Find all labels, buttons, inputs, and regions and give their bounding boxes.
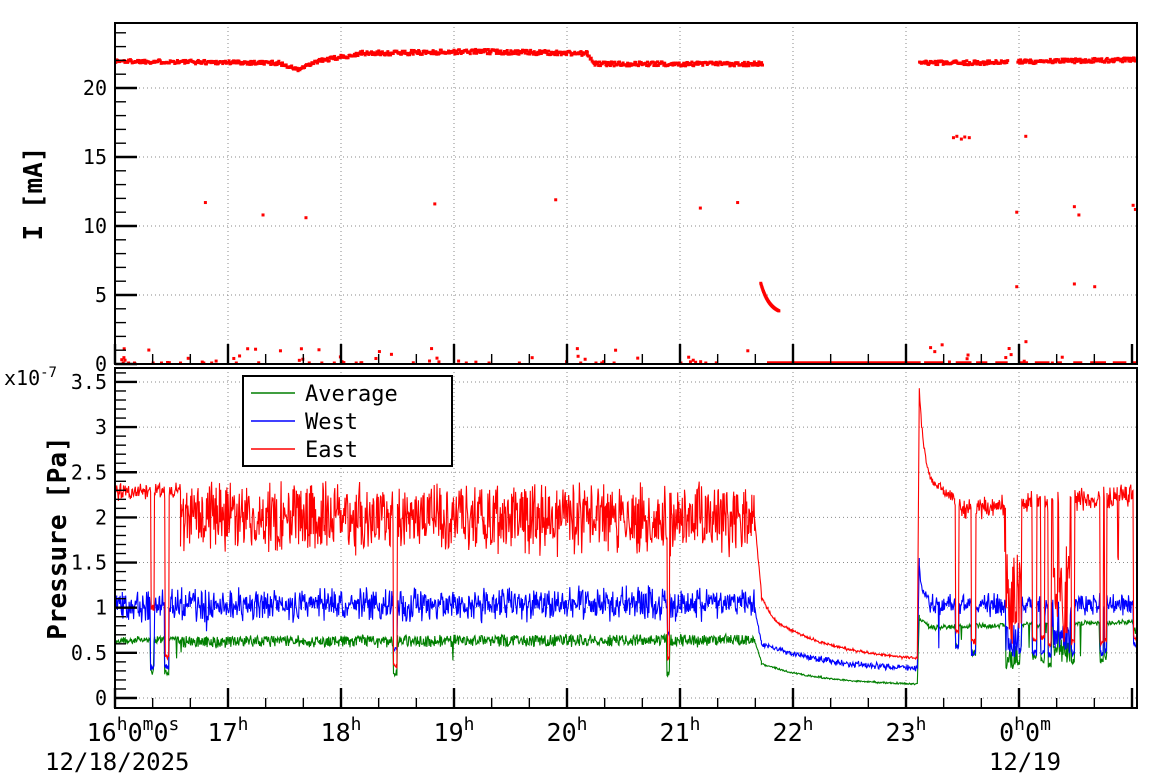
current-series-points <box>116 47 1136 363</box>
svg-text:20h: 20h <box>547 714 588 747</box>
svg-text:17h: 17h <box>208 714 249 747</box>
svg-text:3: 3 <box>95 415 107 439</box>
svg-text:10: 10 <box>83 214 107 238</box>
svg-text:0: 0 <box>95 352 107 376</box>
top-pad-frame <box>114 22 1138 365</box>
pressure-series-east <box>116 388 1136 669</box>
svg-text:East: East <box>305 438 358 463</box>
svg-text:x10-7: x10-7 <box>4 365 57 390</box>
svg-text:19h: 19h <box>434 714 475 747</box>
svg-text:0: 0 <box>95 686 107 710</box>
svg-text:20: 20 <box>83 76 107 100</box>
svg-text:23h: 23h <box>886 714 927 747</box>
svg-text:21h: 21h <box>660 714 701 747</box>
svg-text:1.5: 1.5 <box>71 551 107 575</box>
svg-text:Average: Average <box>305 382 398 407</box>
svg-text:18h: 18h <box>321 714 362 747</box>
svg-text:1: 1 <box>95 596 107 620</box>
svg-text:22h: 22h <box>773 714 814 747</box>
gridlines <box>115 23 1137 708</box>
svg-text:0.5: 0.5 <box>71 641 107 665</box>
bottom-pad-frame <box>114 367 1138 709</box>
svg-text:12/18/2025: 12/18/2025 <box>45 748 190 776</box>
legend: Average West East <box>242 375 453 467</box>
axis-labels: 0 5 10 15 20 0 0.5 1 1.5 2 2.5 3 3.5 16h0m0s 17h 18h 19h… <box>4 76 1061 776</box>
svg-text:3.5: 3.5 <box>71 370 107 394</box>
svg-text:I [mA]: I [mA] <box>19 147 49 241</box>
svg-text:16h0m0s: 16h0m0s <box>87 714 180 747</box>
svg-text:Pressure [Pa]: Pressure [Pa] <box>43 436 73 640</box>
svg-text:West: West <box>305 410 358 435</box>
svg-text:12/19: 12/19 <box>989 748 1061 776</box>
svg-text:5: 5 <box>95 283 107 307</box>
svg-text:15: 15 <box>83 145 107 169</box>
svg-text:2.5: 2.5 <box>71 460 107 484</box>
pressure-series-average <box>116 614 1136 686</box>
pressure-series-west <box>116 557 1136 672</box>
svg-text:0h0m: 0h0m <box>999 714 1051 747</box>
svg-text:2: 2 <box>95 505 107 529</box>
